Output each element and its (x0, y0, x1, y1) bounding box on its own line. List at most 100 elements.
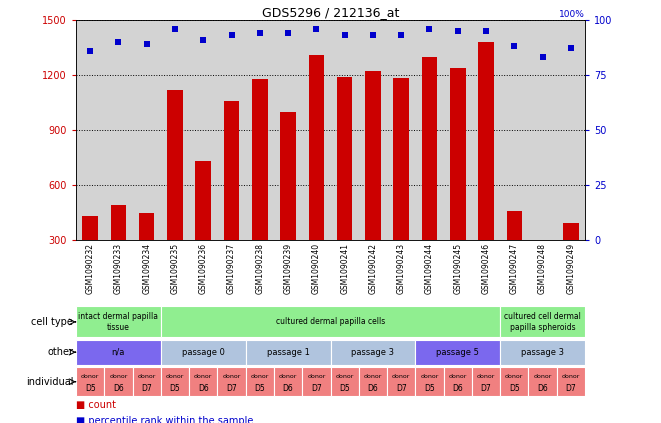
Bar (246, 340, 330, 365)
Bar (224, 101, 239, 240)
Text: donor: donor (279, 374, 297, 379)
Bar (246, 367, 274, 396)
Text: donor: donor (222, 374, 241, 379)
Point (396, 32, 407, 38)
Text: donor: donor (166, 374, 184, 379)
Text: D6: D6 (368, 384, 378, 393)
Text: passage 0: passage 0 (182, 348, 225, 357)
Point (537, 54, 548, 60)
Text: n/a: n/a (112, 348, 125, 357)
Bar (189, 367, 217, 396)
Text: GSM1090243: GSM1090243 (397, 243, 406, 294)
Text: cultured cell dermal
papilla spheroids: cultured cell dermal papilla spheroids (504, 312, 581, 332)
Text: D7: D7 (141, 384, 152, 393)
Text: GSM1090242: GSM1090242 (368, 243, 377, 294)
Bar (450, 68, 465, 240)
Text: D5: D5 (509, 384, 520, 393)
Text: donor: donor (364, 374, 382, 379)
Bar (472, 367, 500, 396)
Bar (359, 367, 387, 396)
Text: ■ percentile rank within the sample: ■ percentile rank within the sample (76, 416, 253, 423)
Bar (563, 223, 578, 240)
Point (452, 27, 463, 34)
Text: donor: donor (109, 374, 128, 379)
Bar (302, 367, 330, 396)
Bar (479, 42, 494, 240)
Title: GDS5296 / 212136_at: GDS5296 / 212136_at (262, 6, 399, 19)
Text: GSM1090232: GSM1090232 (86, 243, 95, 294)
Text: D5: D5 (170, 384, 180, 393)
Bar (330, 367, 359, 396)
Bar (337, 77, 352, 240)
Bar (161, 306, 500, 338)
Text: passage 3: passage 3 (352, 348, 395, 357)
Point (141, 41, 152, 47)
Point (113, 38, 124, 45)
Point (254, 30, 265, 36)
Text: GSM1090248: GSM1090248 (538, 243, 547, 294)
Text: GSM1090236: GSM1090236 (199, 243, 208, 294)
Text: D7: D7 (396, 384, 407, 393)
Bar (104, 367, 133, 396)
Text: individual: individual (26, 377, 73, 387)
Text: donor: donor (505, 374, 524, 379)
Point (424, 25, 435, 32)
Point (566, 45, 576, 52)
Point (509, 43, 520, 49)
Text: D7: D7 (226, 384, 237, 393)
Text: donor: donor (251, 374, 269, 379)
Text: D6: D6 (452, 384, 463, 393)
Text: D6: D6 (113, 384, 124, 393)
Bar (500, 340, 585, 365)
Text: D7: D7 (481, 384, 491, 393)
Text: intact dermal papilla
tissue: intact dermal papilla tissue (79, 312, 159, 332)
Text: D5: D5 (339, 384, 350, 393)
Text: donor: donor (420, 374, 439, 379)
Bar (139, 213, 155, 240)
Bar (500, 367, 528, 396)
Text: GSM1090241: GSM1090241 (340, 243, 349, 294)
Point (85, 47, 95, 54)
Text: cell type: cell type (31, 317, 73, 327)
Text: donor: donor (194, 374, 212, 379)
Point (339, 32, 350, 38)
Text: GSM1090249: GSM1090249 (566, 243, 575, 294)
Bar (309, 55, 324, 240)
Text: GSM1090235: GSM1090235 (171, 243, 180, 294)
Bar (365, 71, 381, 240)
Text: GSM1090234: GSM1090234 (142, 243, 151, 294)
Point (226, 32, 237, 38)
Text: donor: donor (81, 374, 99, 379)
Text: GSM1090239: GSM1090239 (284, 243, 293, 294)
Point (170, 25, 180, 32)
Text: GSM1090247: GSM1090247 (510, 243, 519, 294)
Text: D5: D5 (85, 384, 96, 393)
Bar (500, 306, 585, 338)
Bar (133, 367, 161, 396)
Bar (415, 367, 444, 396)
Text: cultured dermal papilla cells: cultured dermal papilla cells (276, 317, 385, 327)
Bar (557, 367, 585, 396)
Point (368, 32, 378, 38)
Text: donor: donor (335, 374, 354, 379)
Text: donor: donor (477, 374, 495, 379)
Bar (252, 79, 268, 240)
Text: D6: D6 (537, 384, 548, 393)
Bar (217, 367, 246, 396)
Text: passage 3: passage 3 (521, 348, 564, 357)
Text: ■ count: ■ count (76, 400, 116, 410)
Bar (76, 306, 161, 338)
Bar (110, 205, 126, 240)
Bar (280, 112, 296, 240)
Bar (167, 90, 182, 240)
Text: GSM1090237: GSM1090237 (227, 243, 236, 294)
Bar (274, 367, 302, 396)
Text: donor: donor (137, 374, 156, 379)
Bar (161, 367, 189, 396)
Bar (330, 340, 415, 365)
Text: donor: donor (449, 374, 467, 379)
Bar (506, 212, 522, 240)
Text: D5: D5 (424, 384, 435, 393)
Text: GSM1090240: GSM1090240 (312, 243, 321, 294)
Text: donor: donor (307, 374, 326, 379)
